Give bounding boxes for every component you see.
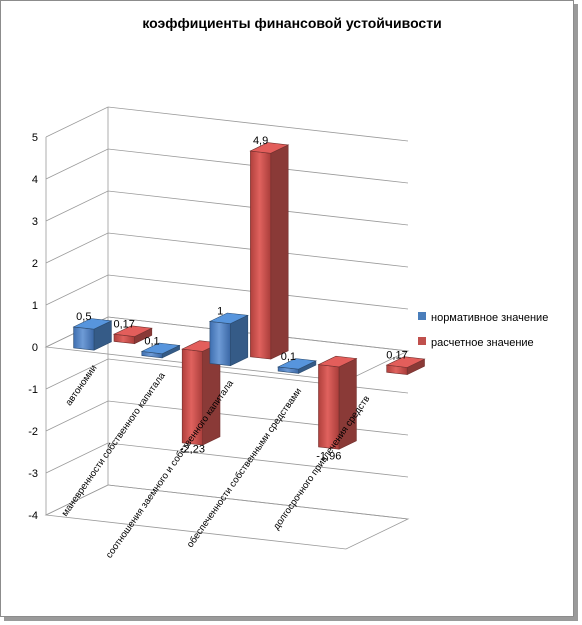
bar-top [317,355,358,368]
bar-front [250,150,272,360]
legend-label-normative: нормативное значение [431,312,548,324]
bar-top [140,342,181,355]
floor-plane [44,484,410,550]
legend-swatch-calculated [418,337,426,345]
data-labels: 0,5 0,1 1 0,1 0,17 -2,23 4,9 -1,96 0,17 [76,135,408,463]
bar-top [385,356,426,368]
bar-calculated [112,325,153,345]
y-tick-label: 5 [32,132,38,144]
gridline [45,190,409,226]
y-tick-label: -4 [28,510,38,522]
chart-frame: коэффициенты финансовой устойчивости -4-… [0,0,574,617]
chart-bars [72,142,426,450]
bar-normative [72,318,113,351]
y-tick-label: -3 [28,468,38,480]
y-tick-label: -1 [28,384,38,396]
y-tick-label: 4 [32,174,38,186]
bar-normative [277,358,317,374]
data-label: 0,17 [386,349,407,361]
y-axis-ticks: -4 -3 -2 -1 0 1 2 3 4 5 [28,132,38,522]
bar-calculated [385,356,426,376]
y-tick-label: 2 [32,258,38,270]
gridline [45,232,409,268]
bar-top [277,358,317,370]
bar-side [270,144,289,360]
data-label: -2,23 [180,443,205,455]
gridline [45,148,409,184]
data-label: 0,1 [144,336,159,348]
gridline [45,274,409,310]
bar-top [72,318,113,330]
bar-calculated [249,142,290,360]
chart-title: коэффициенты финансовой устойчивости [142,15,441,31]
bar-normative [208,312,249,367]
data-label: 0,5 [76,311,91,323]
bar-top [208,312,249,325]
chart-svg: коэффициенты финансовой устойчивости -4-… [28,15,548,561]
data-label: 0,17 [113,318,134,330]
gridline [45,106,409,142]
y-tick-label: 3 [32,216,38,228]
bar-front [209,321,231,367]
data-label: 4,9 [253,135,268,147]
bar-top [249,142,290,154]
bar-calculated [317,355,358,450]
legend-label-calculated: расчетное значение [431,337,534,349]
y-tick-label: 0 [32,342,38,354]
data-label: -1,96 [316,451,341,463]
y-tick-label: 1 [32,300,38,312]
category-label: соотношения заемного и собственного капи… [104,378,237,561]
data-label: 0,1 [281,351,296,363]
bar-top [112,325,153,337]
legend-swatch-normative [418,312,426,320]
bar-side [230,314,249,367]
bar-front [73,326,95,351]
bar-normative [140,342,181,359]
legend: нормативное значение расчетное значение [418,312,548,349]
category-label: автономии [63,363,99,408]
y-tick-label: -2 [28,426,38,438]
data-label: 1 [217,306,223,318]
